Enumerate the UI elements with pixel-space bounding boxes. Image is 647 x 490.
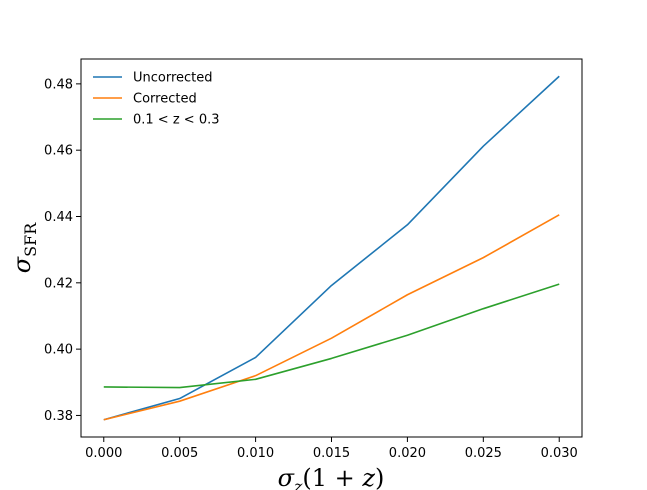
x-tick-label: 0.015 [313, 446, 350, 461]
x-tick-label: 0.005 [161, 446, 198, 461]
x-tick-label: 0.020 [389, 446, 426, 461]
y-axis-label: σSFR [8, 222, 40, 273]
legend-label-0: Uncorrected [133, 71, 213, 86]
y-tick-label: 0.42 [44, 276, 73, 291]
x-axis-label: σz(1 + z) [278, 464, 385, 490]
legend-label-2: 0.1 < z < 0.3 [133, 113, 220, 128]
x-tick-label: 0.025 [465, 446, 502, 461]
y-tick-label: 0.44 [44, 210, 73, 225]
series-line-0 [103, 75, 560, 421]
legend: Uncorrected Corrected 0.1 < z < 0.3 [93, 71, 220, 128]
series-line-1 [103, 214, 560, 421]
x-tick-label: 0.010 [237, 446, 274, 461]
x-tick-label: 0.000 [85, 446, 122, 461]
x-axis: 0.000 0.005 0.010 0.015 0.020 0.025 0.030 [85, 437, 578, 461]
y-tick-label: 0.40 [44, 343, 73, 358]
legend-label-1: Corrected [133, 92, 197, 107]
y-axis: 0.38 0.40 0.42 0.44 0.46 0.48 [44, 77, 81, 424]
plot-lines [103, 75, 560, 421]
series-line-2 [103, 283, 560, 389]
x-tick-label: 0.030 [541, 446, 578, 461]
y-tick-label: 0.38 [44, 409, 73, 424]
y-tick-label: 0.46 [44, 144, 73, 159]
y-tick-label: 0.48 [44, 77, 73, 92]
